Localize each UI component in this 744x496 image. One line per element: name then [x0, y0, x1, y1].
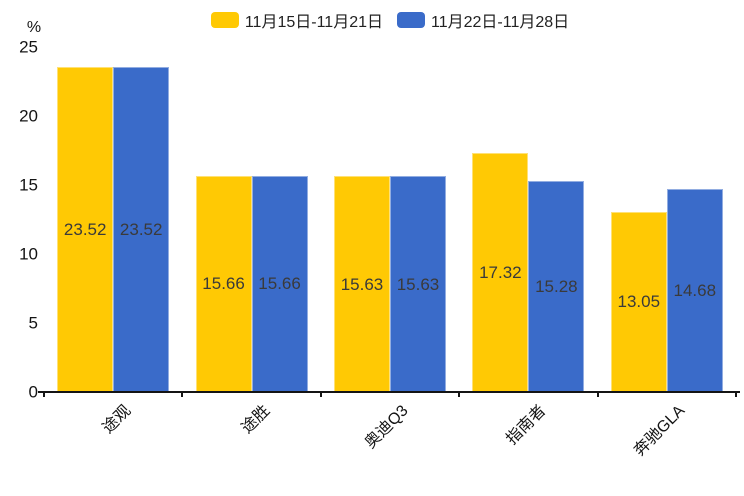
bar-group: 17.32 15.28	[459, 47, 597, 392]
bar-value-label: 15.28	[535, 277, 578, 297]
y-axis-unit-label: %	[26, 19, 42, 36]
legend-swatch-yellow-icon	[210, 12, 239, 28]
bar-value-label: 15.63	[396, 274, 440, 294]
bar-s0-途观[interactable]: 23.52	[57, 67, 114, 392]
bar-pair: 15.66 15.66	[195, 175, 308, 392]
x-axis-tick	[43, 392, 45, 397]
bar-s1-指南者[interactable]: 15.28	[528, 181, 585, 392]
y-axis-tick-label: 20	[19, 106, 38, 126]
y-axis-tick-label: 10	[19, 244, 38, 264]
legend-label-week2: 11月22日-11月28日	[431, 14, 570, 31]
x-axis-tick	[181, 392, 184, 397]
bar-group: 15.66 15.66	[182, 47, 320, 392]
bar-value-label: 14.68	[673, 281, 717, 301]
bar-s1-途观[interactable]: 23.52	[113, 67, 170, 392]
bar-pair: 17.32 15.28	[472, 152, 585, 392]
bar-pair: 13.05 14.68	[610, 189, 723, 392]
bar-s0-指南者[interactable]: 17.32	[472, 152, 529, 392]
bar-value-label: 23.52	[63, 220, 107, 240]
x-axis-line	[38, 391, 740, 393]
y-axis-tick-label: 25	[19, 37, 38, 57]
chart-legend: 11月15日-11月21日 11月22日-11月28日	[44, 8, 736, 32]
y-axis: 0 5 10 15 20 25	[0, 39, 38, 401]
bar-value-label: 13.05	[617, 292, 661, 312]
x-axis-category-label: 奥迪Q3	[361, 402, 412, 452]
x-axis-category-label: 奔驰GLA	[630, 402, 689, 460]
bar-value-label: 23.52	[119, 220, 163, 240]
y-axis-tick-label: 5	[28, 313, 38, 333]
bar-value-label: 15.66	[258, 274, 301, 294]
bar-s0-途胜[interactable]: 15.66	[195, 175, 252, 392]
bar-pair: 23.52 23.52	[57, 67, 170, 392]
x-axis-tick	[319, 392, 322, 397]
bar-value-label: 17.32	[479, 262, 522, 282]
bar-s0-奥迪Q3[interactable]: 15.63	[333, 176, 390, 392]
bar-value-label: 15.66	[202, 274, 245, 294]
x-axis-category-label: 指南者	[503, 402, 550, 449]
bar-value-label: 15.63	[340, 274, 384, 294]
bar-group: 23.52 23.52	[44, 47, 182, 392]
bar-pair: 15.63 15.63	[333, 176, 446, 392]
x-axis-tick	[596, 392, 599, 397]
legend-item-week2[interactable]: 11月22日-11月28日	[397, 8, 569, 32]
bar-group: 15.63 15.63	[321, 47, 459, 392]
x-axis-labels: 途观 途胜 奥迪Q3 指南者 奔驰GLA	[44, 394, 736, 494]
bar-group: 13.05 14.68	[598, 47, 736, 392]
y-axis-tick-label: 0	[28, 382, 38, 402]
y-axis-tick-label: 15	[19, 175, 38, 195]
x-axis-tick	[735, 392, 737, 397]
plot-area: 23.52 23.52 15.66 15.66 15.63 15.63 17.32 15.28…	[43, 47, 737, 397]
x-axis-category-label: 途胜	[238, 402, 273, 437]
legend-swatch-blue-icon	[397, 12, 425, 28]
bar-s1-奥迪Q3[interactable]: 15.63	[389, 176, 446, 392]
x-axis-tick	[458, 392, 461, 397]
legend-item-week1[interactable]: 11月15日-11月21日	[210, 8, 383, 32]
bar-s1-奔驰GLA[interactable]: 14.68	[666, 189, 723, 392]
x-axis-category-label: 途观	[99, 402, 135, 437]
legend-label-week1: 11月15日-11月21日	[244, 14, 383, 31]
bar-s1-途胜[interactable]: 15.66	[251, 175, 308, 392]
bar-s0-奔驰GLA[interactable]: 13.05	[610, 211, 667, 392]
